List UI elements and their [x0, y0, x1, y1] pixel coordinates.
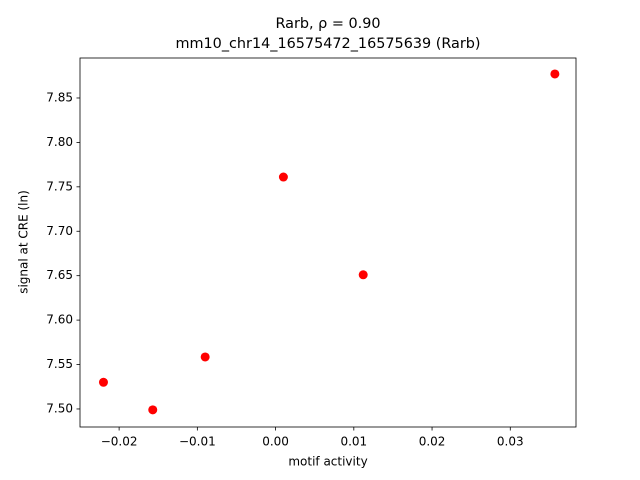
point [98, 377, 108, 387]
plot-frame [79, 57, 577, 428]
point [148, 405, 158, 415]
y-tick-label: 7.65 [46, 268, 73, 282]
point [278, 172, 288, 182]
y-tick-label: 7.55 [46, 357, 73, 371]
x-axis-label: motif activity [288, 455, 367, 469]
point [358, 270, 368, 280]
y-tick-label: 7.75 [46, 179, 73, 193]
x-tick-label: 0.02 [419, 435, 446, 449]
x-tick-label: −0.02 [101, 435, 138, 449]
chart-title: Rarb, ρ = 0.90 [275, 16, 380, 32]
x-tick-label: 0.00 [262, 435, 289, 449]
x-tick-label: 0.03 [497, 435, 524, 449]
x-tick-label: −0.01 [179, 435, 216, 449]
y-axis-label: signal at CRE (ln) [17, 190, 31, 294]
y-tick-label: 7.85 [46, 90, 73, 104]
y-tick-label: 7.60 [46, 313, 73, 327]
y-tick-label: 7.70 [46, 224, 73, 238]
point [200, 352, 210, 362]
y-tick-label: 7.50 [46, 401, 73, 415]
y-tick-label: 7.80 [46, 135, 73, 149]
x-tick-label: 0.01 [340, 435, 367, 449]
chart-subtitle: mm10_chr14_16575472_16575639 (Rarb) [175, 36, 480, 52]
point [550, 69, 560, 79]
